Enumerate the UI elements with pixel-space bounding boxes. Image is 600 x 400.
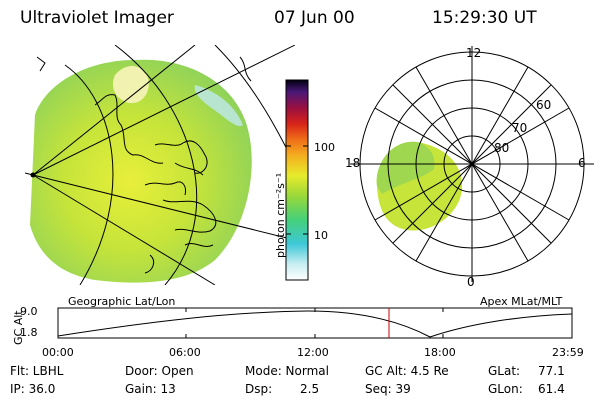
info-gcalt: GC Alt: 4.5 Re xyxy=(365,364,449,378)
colorbar xyxy=(285,79,309,281)
mlt-label-0: 0 xyxy=(467,275,475,289)
time-label: 15:29:30 UT xyxy=(432,8,537,28)
time-tick-0600: 06:00 xyxy=(169,346,201,359)
info-glon-value: 61.4 xyxy=(538,382,565,396)
polar-mlt-panel xyxy=(350,46,594,282)
info-seq: Seq: 39 xyxy=(365,382,411,396)
altitude-ytick-high: 9.0 xyxy=(20,305,38,318)
time-tick-1200: 12:00 xyxy=(297,346,329,359)
time-tick-0000: 00:00 xyxy=(42,346,74,359)
dayside-edge-region xyxy=(194,85,243,127)
info-flt: Flt: LBHL xyxy=(10,364,64,378)
instrument-title: Ultraviolet Imager xyxy=(20,8,174,28)
colorbar-tick-10: 10 xyxy=(314,229,328,242)
colorbar-unit-label: photon cm⁻²s⁻¹ xyxy=(274,172,287,258)
mlt-label-6: 6 xyxy=(578,156,586,170)
left-panel-caption: Geographic Lat/Lon xyxy=(68,295,176,308)
info-glon-label: GLon: xyxy=(488,382,523,396)
altitude-ytick-low: 1.8 xyxy=(20,326,38,339)
mlat-label-60: 60 xyxy=(536,98,552,112)
info-mode: Mode: Normal xyxy=(245,364,329,378)
colorbar-tick-100: 100 xyxy=(314,141,335,154)
polar-grid xyxy=(350,46,594,282)
info-glat-value: 77.1 xyxy=(538,364,565,378)
mlt-label-12: 12 xyxy=(466,46,482,60)
mlat-label-70: 70 xyxy=(512,121,528,135)
info-glat-label: GLat: xyxy=(488,364,521,378)
altitude-curve xyxy=(57,310,573,338)
info-ip: IP: 36.0 xyxy=(10,382,56,396)
bright-spot-region xyxy=(112,66,149,104)
info-door: Door: Open xyxy=(125,364,194,378)
time-tick-1800: 18:00 xyxy=(424,346,456,359)
coastlines xyxy=(36,56,252,274)
altitude-plot xyxy=(57,307,573,339)
info-dsp-label: Dsp: xyxy=(245,382,273,396)
time-tick-2359: 23:59 xyxy=(552,346,584,359)
mlt-label-18: 18 xyxy=(345,156,361,170)
geographic-image-panel xyxy=(25,45,295,285)
info-dsp-value: 2.5 xyxy=(300,382,320,396)
mlat-label-80: 80 xyxy=(494,141,510,155)
date-label: 07 Jun 00 xyxy=(274,8,355,28)
aurora-emission-region xyxy=(30,59,252,283)
info-gain: Gain: 13 xyxy=(125,382,176,396)
right-panel-caption: Apex MLat/MLT xyxy=(480,295,563,308)
